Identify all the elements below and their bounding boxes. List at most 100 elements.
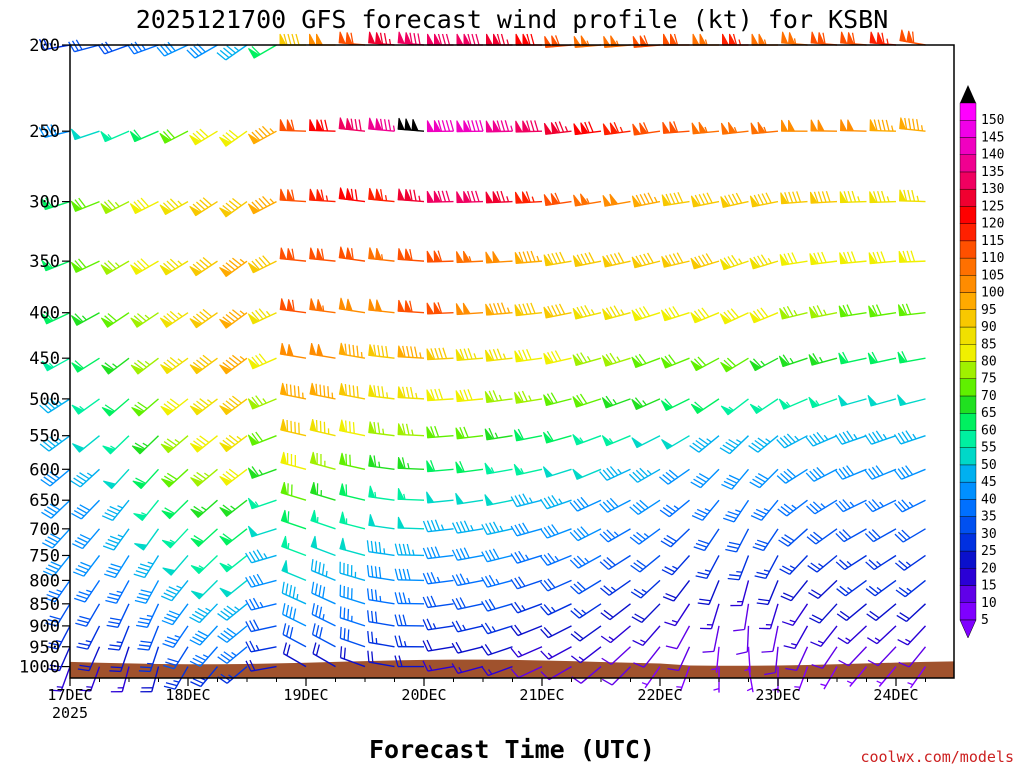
- barb-flag: [168, 610, 180, 616]
- barb-pennant: [514, 391, 524, 404]
- barb-flag: [632, 504, 643, 513]
- barb-flag: [48, 642, 60, 647]
- barb-pennant: [190, 508, 204, 519]
- barb-pennant: [309, 382, 317, 396]
- barb-pennant: [338, 246, 346, 260]
- barb-flag: [584, 252, 591, 264]
- barb-flag: [897, 432, 906, 444]
- y-tick-label: 700: [29, 520, 60, 540]
- barb-pennant: [758, 33, 766, 46]
- barb-flag: [668, 254, 676, 265]
- barb-half-flag: [735, 509, 741, 513]
- barb-flag: [782, 354, 791, 365]
- barb-flag: [258, 353, 267, 364]
- barb-pennant: [131, 406, 145, 417]
- barb-staff: [171, 579, 189, 602]
- barb-staff: [47, 398, 71, 414]
- barb-flag: [319, 384, 322, 397]
- wind-barb: [186, 43, 218, 59]
- wind-barb: [749, 254, 779, 270]
- barb-half-flag: [713, 687, 720, 691]
- barb-half-flag: [558, 498, 563, 504]
- barb-half-flag: [704, 569, 711, 572]
- barb-flag: [134, 41, 143, 52]
- barb-flag: [484, 622, 493, 633]
- barb-flag: [249, 620, 256, 631]
- barb-flag: [694, 401, 704, 410]
- barb-pennant: [133, 512, 147, 522]
- barb-flag: [871, 304, 878, 316]
- wind-barb: [279, 119, 307, 132]
- barb-flag: [702, 193, 709, 205]
- barb-flag: [133, 573, 145, 579]
- wind-barb: [455, 461, 484, 474]
- barb-flag: [510, 603, 519, 614]
- barb-flag: [805, 472, 815, 482]
- wind-barb: [397, 248, 425, 262]
- barb-pennant: [247, 398, 259, 410]
- barb-staff: [673, 579, 691, 602]
- barb-pennant: [515, 120, 523, 133]
- wind-barb: [397, 117, 425, 132]
- barb-flag: [665, 193, 672, 205]
- barb-pennant: [839, 191, 848, 203]
- barb-flag: [348, 421, 351, 433]
- barb-pennant: [808, 354, 819, 366]
- wind-barb: [867, 351, 897, 365]
- barb-flag: [894, 562, 905, 571]
- barb-flag: [551, 494, 559, 506]
- barb-flag: [438, 388, 444, 400]
- barb-flag: [197, 630, 209, 637]
- barb-flag: [108, 621, 120, 625]
- barb-flag: [821, 251, 827, 263]
- barb-flag: [570, 655, 581, 664]
- barb-half-flag: [704, 508, 711, 512]
- barb-half-flag: [608, 438, 614, 444]
- barb-staff: [427, 625, 454, 631]
- wind-barb: [899, 29, 926, 46]
- barb-flag: [133, 315, 144, 324]
- barb-flag: [514, 624, 523, 635]
- barb-flag: [262, 196, 271, 206]
- wind-barb: [339, 561, 366, 582]
- wind-barb: [309, 418, 336, 437]
- barb-half-flag: [57, 437, 63, 443]
- barb-half-flag: [789, 565, 796, 570]
- wind-barb: [338, 31, 366, 46]
- barb-flag: [281, 581, 285, 594]
- barb-flag: [249, 640, 256, 652]
- credit-link[interactable]: coolwx.com/models: [860, 748, 1014, 766]
- colorbar-swatch: [959, 447, 977, 466]
- barb-flag: [197, 607, 209, 615]
- wind-barb: [310, 509, 336, 530]
- barb-flag: [43, 570, 54, 577]
- barb-pennant: [316, 344, 324, 357]
- barb-flag: [602, 501, 612, 511]
- barb-flag: [588, 252, 595, 263]
- wind-barb: [510, 550, 543, 564]
- barb-flag: [71, 543, 83, 550]
- barb-flag: [282, 642, 288, 654]
- barb-flag: [394, 592, 399, 604]
- barb-flag: [817, 191, 823, 203]
- barb-flag: [383, 32, 388, 45]
- barb-flag: [547, 496, 556, 507]
- barb-flag: [167, 41, 176, 52]
- barb-half-flag: [386, 392, 389, 399]
- wind-barb: [311, 623, 336, 648]
- y-tick-label: 300: [29, 193, 60, 213]
- barb-pennant: [661, 255, 671, 268]
- wind-barb: [805, 466, 838, 482]
- barb-flag: [697, 602, 710, 606]
- barb-flag: [252, 597, 260, 609]
- barb-pennant: [100, 317, 114, 328]
- barb-flag: [609, 352, 617, 364]
- barb-flag: [579, 393, 588, 404]
- wind-barb: [723, 499, 750, 523]
- wind-barb: [720, 122, 749, 135]
- barb-staff: [841, 435, 867, 445]
- wind-barb: [338, 246, 366, 262]
- barb-pennant: [779, 254, 789, 266]
- barb-flag: [754, 542, 766, 548]
- barb-pennant: [719, 313, 732, 325]
